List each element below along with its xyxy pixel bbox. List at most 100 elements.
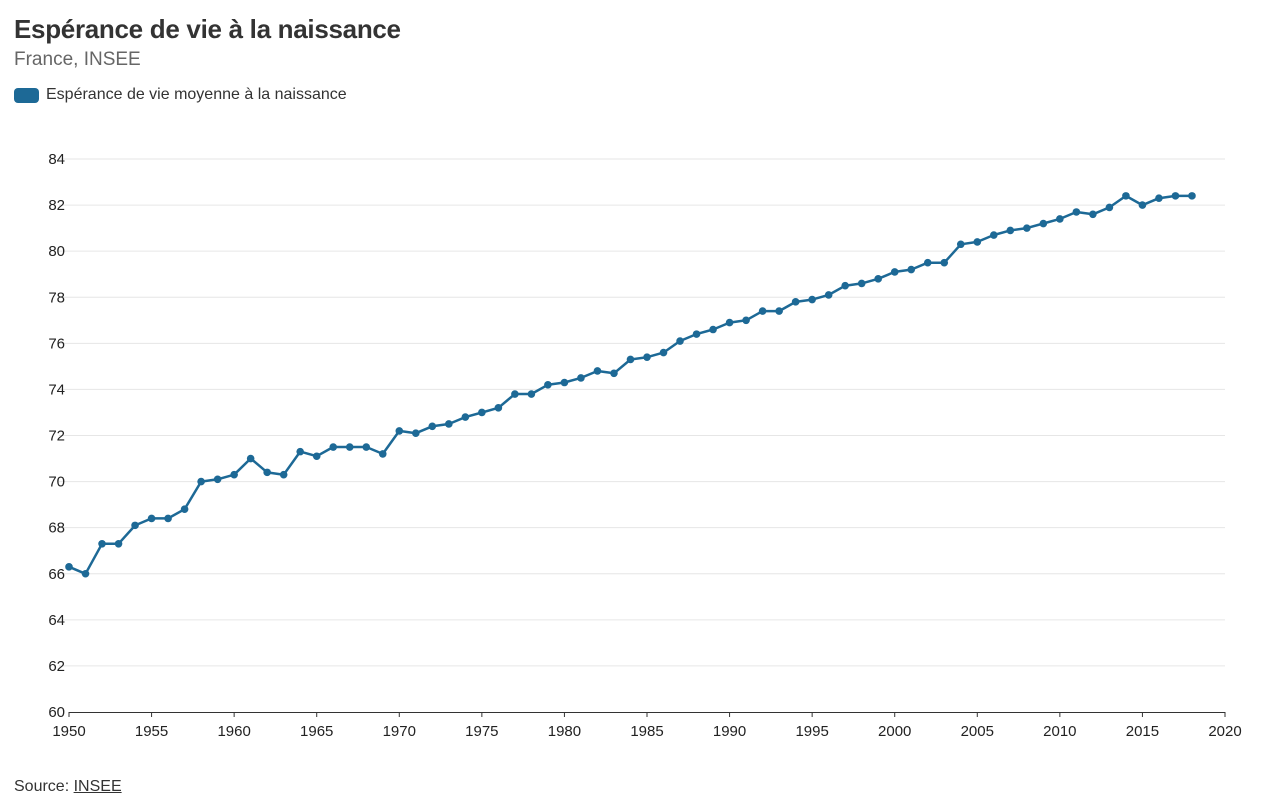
x-tick-label: 2015: [1126, 723, 1159, 740]
data-point[interactable]: [824, 291, 833, 299]
source-label: Source:: [14, 778, 70, 795]
data-point[interactable]: [577, 374, 585, 382]
y-tick-label: 82: [48, 197, 65, 214]
x-tick-label: 2020: [1208, 723, 1241, 740]
data-point[interactable]: [395, 427, 404, 435]
data-point[interactable]: [1072, 208, 1081, 216]
data-point[interactable]: [197, 477, 205, 486]
data-point[interactable]: [412, 429, 420, 437]
data-point[interactable]: [560, 378, 569, 387]
y-tick-label: 62: [48, 658, 65, 675]
data-point[interactable]: [246, 454, 255, 463]
data-point[interactable]: [956, 240, 965, 249]
data-point[interactable]: [643, 353, 651, 361]
x-tick-label: 1975: [465, 723, 498, 740]
data-point[interactable]: [147, 514, 156, 523]
axes: 60 62 64 66 68 70 72 74 76 78 80 82 84 1950 1955 1960 19…: [48, 151, 1241, 740]
data-point[interactable]: [263, 468, 271, 477]
data-point[interactable]: [345, 443, 354, 451]
data-point[interactable]: [445, 420, 453, 428]
data-point[interactable]: [1138, 201, 1147, 209]
data-point[interactable]: [659, 348, 668, 357]
data-point[interactable]: [279, 470, 288, 479]
data-point[interactable]: [1155, 194, 1163, 202]
data-point[interactable]: [527, 390, 536, 398]
data-point[interactable]: [709, 325, 717, 334]
data-point[interactable]: [81, 569, 90, 578]
data-point[interactable]: [1122, 192, 1130, 200]
data-point[interactable]: [180, 505, 189, 514]
data-point[interactable]: [378, 450, 387, 458]
data-point[interactable]: [692, 330, 701, 338]
x-tick-label: 1990: [713, 723, 746, 740]
y-tick-label: 84: [48, 151, 65, 168]
data-point[interactable]: [890, 268, 899, 276]
data-point[interactable]: [742, 316, 750, 325]
data-point[interactable]: [511, 390, 519, 398]
data-point[interactable]: [990, 231, 998, 239]
data-point[interactable]: [329, 443, 338, 451]
data-point[interactable]: [725, 318, 734, 327]
data-point[interactable]: [65, 563, 73, 571]
data-point[interactable]: [610, 369, 618, 378]
data-point[interactable]: [791, 298, 800, 306]
data-point[interactable]: [775, 307, 783, 315]
data-point[interactable]: [544, 381, 552, 389]
data-point[interactable]: [312, 452, 321, 461]
chart-subtitle: France, INSEE: [14, 49, 141, 70]
y-tick-label: 60: [48, 704, 65, 721]
data-point[interactable]: [362, 443, 371, 451]
legend: Espérance de vie moyenne à la naissance: [14, 86, 347, 104]
data-point[interactable]: [940, 258, 949, 267]
x-tick-label: 1950: [52, 723, 85, 740]
data-point[interactable]: [1171, 192, 1180, 200]
chart-title: Espérance de vie à la naissance: [14, 14, 401, 44]
y-tick-label: 80: [48, 243, 65, 260]
data-point[interactable]: [494, 404, 503, 412]
data-point[interactable]: [973, 238, 982, 246]
data-point[interactable]: [131, 521, 139, 530]
data-point[interactable]: [923, 258, 932, 267]
data-point[interactable]: [1023, 224, 1031, 232]
data-point[interactable]: [1056, 215, 1064, 223]
x-tick-label: 2005: [961, 723, 994, 740]
data-point[interactable]: [808, 295, 816, 304]
y-tick-label: 72: [48, 428, 65, 445]
y-tick-label: 66: [48, 566, 65, 583]
source-link[interactable]: INSEE: [73, 778, 122, 795]
data-point[interactable]: [461, 413, 470, 421]
data-point[interactable]: [296, 447, 305, 456]
data-point[interactable]: [164, 514, 172, 523]
data-point[interactable]: [428, 422, 437, 431]
gridlines: [59, 158, 1225, 667]
data-point[interactable]: [857, 279, 866, 288]
data-point[interactable]: [1039, 219, 1048, 228]
data-point[interactable]: [593, 367, 602, 375]
data-point[interactable]: [1188, 192, 1196, 200]
data-point[interactable]: [841, 281, 849, 290]
y-tick-label: 64: [48, 612, 65, 629]
data-point[interactable]: [1089, 210, 1097, 219]
x-tick-label: 1985: [630, 723, 663, 740]
data-point[interactable]: [907, 265, 916, 274]
x-tick-label: 2000: [878, 723, 911, 740]
series-line: [68, 194, 1192, 576]
x-tick-label: 1955: [135, 723, 168, 740]
legend-label: Espérance de vie moyenne à la naissance: [46, 86, 347, 103]
data-point[interactable]: [1105, 203, 1114, 212]
data-point[interactable]: [874, 275, 882, 283]
x-tick-label: 1970: [383, 723, 416, 740]
data-point[interactable]: [114, 539, 123, 548]
x-tick-label: 1965: [300, 723, 333, 740]
y-tick-label: 78: [48, 289, 65, 306]
data-point[interactable]: [230, 470, 238, 479]
data-point[interactable]: [478, 408, 486, 417]
data-point[interactable]: [98, 539, 106, 548]
data-point[interactable]: [213, 475, 222, 484]
data-point[interactable]: [676, 337, 684, 345]
y-tick-label: 74: [48, 381, 65, 398]
data-point[interactable]: [1006, 226, 1015, 235]
data-point[interactable]: [758, 307, 767, 315]
data-point[interactable]: [626, 355, 635, 364]
